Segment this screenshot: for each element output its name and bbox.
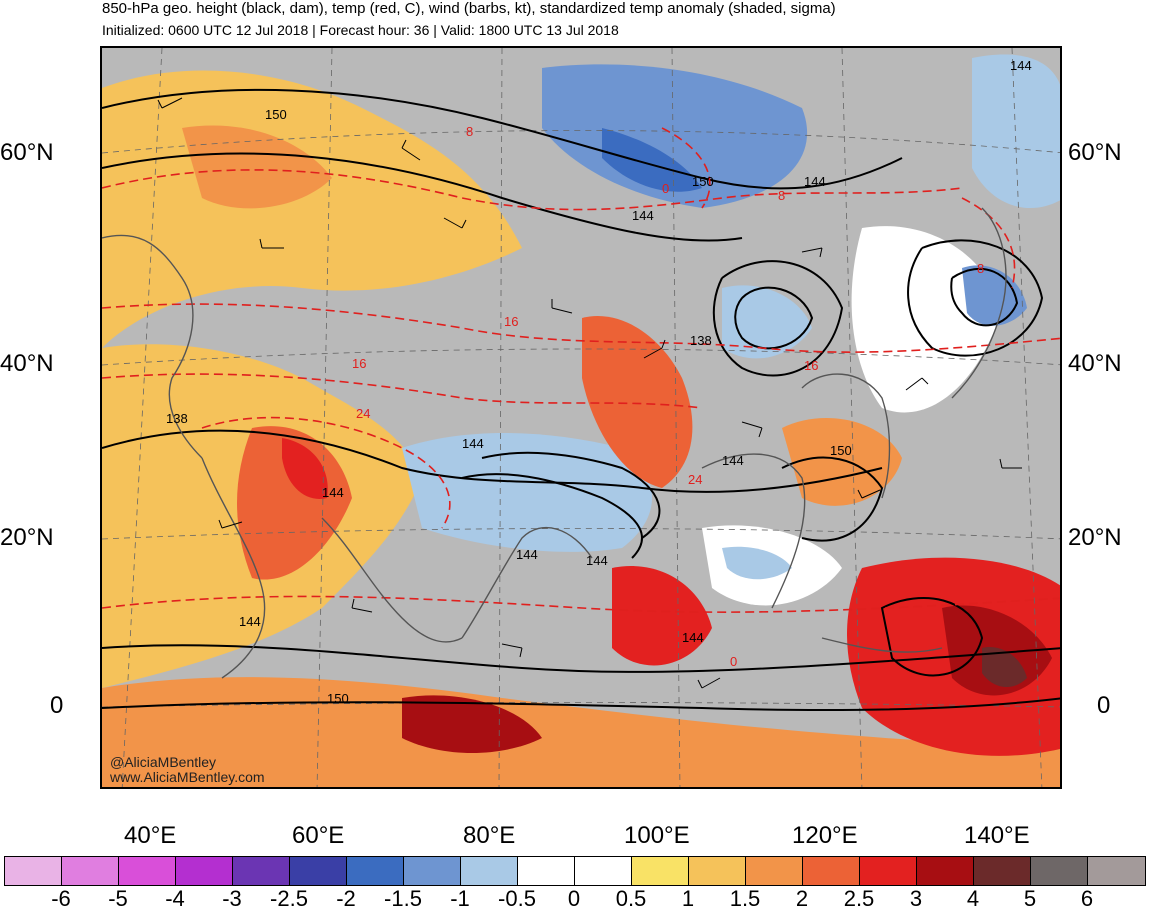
colorbar-tick-label: -6 bbox=[51, 886, 71, 911]
height-label: 144 bbox=[632, 208, 654, 223]
colorbar-swatch bbox=[518, 857, 575, 885]
colorbar-swatch bbox=[1088, 857, 1145, 885]
credit-site: www.AliciaMBentley.com bbox=[110, 769, 265, 785]
lon-label-80e: 80°E bbox=[463, 822, 516, 849]
lon-label-100e: 100°E bbox=[624, 822, 690, 849]
temp-label: 0 bbox=[662, 181, 669, 196]
lat-label-20n-left: 20°N bbox=[0, 524, 54, 551]
colorbar-swatch bbox=[176, 857, 233, 885]
lon-label-40e: 40°E bbox=[124, 822, 177, 849]
temp-label: 24 bbox=[688, 472, 702, 487]
colorbar-tick-label: 2.5 bbox=[843, 886, 875, 911]
colorbar-tick-label: 5 bbox=[1023, 886, 1037, 911]
lat-label-40n-right: 40°N bbox=[1068, 350, 1122, 377]
colorbar-swatch bbox=[404, 857, 461, 885]
colorbar-tick-label: 2 bbox=[795, 886, 809, 911]
anomaly-colorbar bbox=[4, 856, 1146, 886]
colorbar-swatch bbox=[575, 857, 632, 885]
temp-label: 0 bbox=[730, 654, 737, 669]
colorbar-tick-label: 1.5 bbox=[729, 886, 761, 911]
height-label: 138 bbox=[690, 333, 712, 348]
lat-label-0-right: 0 bbox=[1097, 692, 1111, 719]
lat-label-40n-left: 40°N bbox=[0, 350, 54, 377]
map-graphic: 150 144 138 144 144 144 144 144 144 150 … bbox=[102, 48, 1060, 787]
lat-label-60n-left: 60°N bbox=[0, 139, 54, 166]
height-label: 144 bbox=[804, 174, 826, 189]
temp-label: 8 bbox=[466, 124, 473, 139]
height-label: 144 bbox=[682, 630, 704, 645]
colorbar-tick-label: -4 bbox=[165, 886, 185, 911]
colorbar-swatch bbox=[347, 857, 404, 885]
lon-label-140e: 140°E bbox=[964, 822, 1030, 849]
colorbar-swatch bbox=[5, 857, 62, 885]
height-label: 144 bbox=[1010, 58, 1032, 73]
colorbar-tick-label: 6 bbox=[1080, 886, 1094, 911]
height-label: 150 bbox=[327, 691, 349, 706]
colorbar-swatch bbox=[1031, 857, 1088, 885]
height-label: 150 bbox=[265, 107, 287, 122]
colorbar-swatch bbox=[290, 857, 347, 885]
colorbar-swatch bbox=[233, 857, 290, 885]
colorbar-tick-label: -2.5 bbox=[270, 886, 308, 911]
temp-label: 8 bbox=[977, 261, 984, 276]
colorbar-swatch bbox=[62, 857, 119, 885]
colorbar-swatch bbox=[461, 857, 518, 885]
colorbar-tick-label: 0.5 bbox=[615, 886, 647, 911]
height-label: 150 bbox=[692, 174, 714, 189]
colorbar-swatch bbox=[803, 857, 860, 885]
colorbar-tick-label: -3 bbox=[222, 886, 242, 911]
lat-label-60n-right: 60°N bbox=[1068, 139, 1122, 166]
colorbar-tick-label: 3 bbox=[909, 886, 923, 911]
colorbar-tick-label: 1 bbox=[681, 886, 695, 911]
height-label: 150 bbox=[830, 443, 852, 458]
lon-label-120e: 120°E bbox=[792, 822, 858, 849]
height-label: 144 bbox=[516, 547, 538, 562]
height-label: 138 bbox=[166, 411, 188, 426]
height-label: 144 bbox=[586, 553, 608, 568]
colorbar-swatch bbox=[746, 857, 803, 885]
lat-label-20n-right: 20°N bbox=[1068, 524, 1122, 551]
lat-label-0-left: 0 bbox=[50, 692, 64, 719]
colorbar-swatch bbox=[917, 857, 974, 885]
height-label: 144 bbox=[239, 614, 261, 629]
temp-label: 16 bbox=[504, 314, 518, 329]
colorbar-tick-label: 0 bbox=[567, 886, 581, 911]
temp-label: 16 bbox=[804, 358, 818, 373]
colorbar-tick-label: -2 bbox=[336, 886, 356, 911]
colorbar-tick-label: -1.5 bbox=[384, 886, 422, 911]
colorbar-swatch bbox=[860, 857, 917, 885]
colorbar-tick-label: 4 bbox=[966, 886, 980, 911]
colorbar-swatch bbox=[974, 857, 1031, 885]
height-label: 144 bbox=[322, 485, 344, 500]
temp-label: 8 bbox=[778, 188, 785, 203]
forecast-map: 150 144 138 144 144 144 144 144 144 150 … bbox=[100, 46, 1062, 789]
colorbar-swatch bbox=[632, 857, 689, 885]
colorbar-tick-label: -5 bbox=[108, 886, 128, 911]
temp-label: 16 bbox=[352, 356, 366, 371]
map-subtitle: Initialized: 0600 UTC 12 Jul 2018 | Fore… bbox=[102, 22, 619, 38]
colorbar-swatch bbox=[119, 857, 176, 885]
height-label: 144 bbox=[462, 436, 484, 451]
map-title: 850-hPa geo. height (black, dam), temp (… bbox=[102, 0, 836, 17]
colorbar-tick-label: -1 bbox=[450, 886, 470, 911]
height-label: 144 bbox=[722, 453, 744, 468]
colorbar-swatch bbox=[689, 857, 746, 885]
credit-handle: @AliciaMBentley bbox=[110, 754, 217, 770]
colorbar-tick-label: -0.5 bbox=[498, 886, 536, 911]
temp-label: 24 bbox=[356, 406, 370, 421]
lon-label-60e: 60°E bbox=[292, 822, 345, 849]
